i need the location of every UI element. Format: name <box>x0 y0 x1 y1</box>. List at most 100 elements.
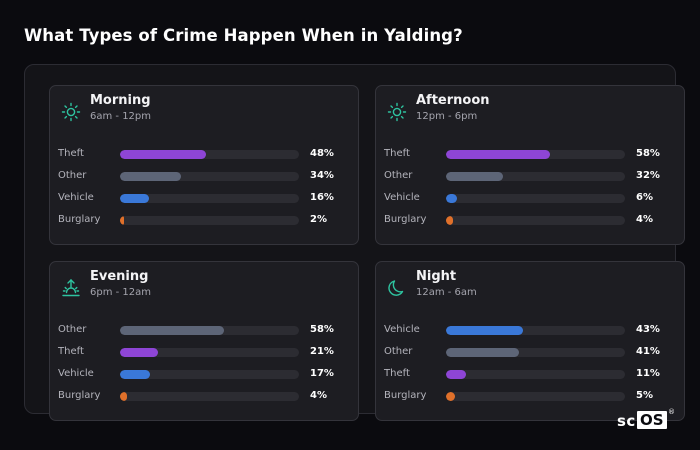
bar-fill-burglary <box>120 392 127 401</box>
bar-track <box>446 194 625 203</box>
bar-label: Burglary <box>58 214 101 225</box>
bar-row-burglary: Burglary 4% <box>384 213 680 227</box>
bar-value: 17% <box>310 368 334 379</box>
bar-value: 58% <box>310 324 334 335</box>
bar-row-other: Other 32% <box>384 169 680 183</box>
bar-fill-other <box>446 172 503 181</box>
sun-icon <box>61 101 81 123</box>
card-afternoon: Afternoon 12pm - 6pm Theft 58% Other 32% Veh… <box>375 85 685 245</box>
logo-registered-mark: ® <box>668 408 675 416</box>
card-time-range: 6am - 12pm <box>90 111 152 122</box>
bar-value: 11% <box>636 368 660 379</box>
bar-value: 32% <box>636 170 660 181</box>
bar-track <box>120 370 299 379</box>
bar-label: Theft <box>384 368 410 379</box>
bar-value: 21% <box>310 346 334 357</box>
bar-row-theft: Theft 58% <box>384 147 680 161</box>
logo-text-os: OS <box>637 411 667 429</box>
card-night: Night 12am - 6am Vehicle 43% Other 41% Theft… <box>375 261 685 421</box>
bar-row-theft: Theft 48% <box>58 147 354 161</box>
bar-fill-other <box>120 326 224 335</box>
card-time-range: 12am - 6am <box>416 287 477 298</box>
bar-row-other: Other 41% <box>384 345 680 359</box>
bar-track <box>120 194 299 203</box>
bar-fill-burglary <box>446 392 455 401</box>
bar-row-burglary: Burglary 2% <box>58 213 354 227</box>
bar-value: 6% <box>636 192 653 203</box>
card-time-range: 12pm - 6pm <box>416 111 478 122</box>
bar-label: Theft <box>58 148 84 159</box>
bar-label: Theft <box>58 346 84 357</box>
bar-value: 16% <box>310 192 334 203</box>
bar-label: Vehicle <box>58 368 94 379</box>
bar-row-other: Other 58% <box>58 323 354 337</box>
bar-value: 48% <box>310 148 334 159</box>
bar-fill-burglary <box>446 216 453 225</box>
bar-fill-burglary <box>120 216 124 225</box>
sunset-icon <box>61 277 81 299</box>
bar-track <box>446 172 625 181</box>
bar-label: Theft <box>384 148 410 159</box>
moon-icon <box>387 277 407 299</box>
bar-row-vehicle: Vehicle 6% <box>384 191 680 205</box>
bar-track <box>446 348 625 357</box>
bar-fill-theft <box>120 150 206 159</box>
bar-label: Other <box>58 324 87 335</box>
bar-row-vehicle: Vehicle 17% <box>58 367 354 381</box>
card-time-range: 6pm - 12am <box>90 287 152 298</box>
bar-label: Burglary <box>384 214 427 225</box>
bar-track <box>120 392 299 401</box>
bar-value: 2% <box>310 214 327 225</box>
bar-fill-vehicle <box>120 194 149 203</box>
bar-label: Vehicle <box>58 192 94 203</box>
bar-value: 43% <box>636 324 660 335</box>
bar-row-theft: Theft 21% <box>58 345 354 359</box>
bar-value: 4% <box>310 390 327 401</box>
logo-text-sc: sc <box>617 412 636 430</box>
bar-label: Vehicle <box>384 324 420 335</box>
bar-label: Other <box>384 346 413 357</box>
bar-track <box>446 216 625 225</box>
card-morning: Morning 6am - 12pm Theft 48% Other 34% Vehic… <box>49 85 359 245</box>
page-title: What Types of Crime Happen When in Yaldi… <box>24 26 463 45</box>
bar-fill-vehicle <box>446 326 523 335</box>
bar-track <box>120 172 299 181</box>
card-title: Night <box>416 269 457 284</box>
bar-row-theft: Theft 11% <box>384 367 680 381</box>
bar-row-burglary: Burglary 5% <box>384 389 680 403</box>
bar-value: 4% <box>636 214 653 225</box>
bar-row-vehicle: Vehicle 16% <box>58 191 354 205</box>
bar-fill-theft <box>446 150 550 159</box>
bar-track <box>120 326 299 335</box>
bar-value: 58% <box>636 148 660 159</box>
bar-fill-vehicle <box>120 370 150 379</box>
card-title: Morning <box>90 93 151 108</box>
card-title: Evening <box>90 269 149 284</box>
sun-icon <box>387 101 407 123</box>
bar-fill-theft <box>446 370 466 379</box>
bar-label: Other <box>384 170 413 181</box>
bar-value: 41% <box>636 346 660 357</box>
bar-track <box>446 392 625 401</box>
bar-track <box>446 150 625 159</box>
scos-logo: sc OS ® <box>617 408 677 430</box>
bar-value: 34% <box>310 170 334 181</box>
card-evening: Evening 6pm - 12am Other 58% Theft 21% Vehic… <box>49 261 359 421</box>
bar-value: 5% <box>636 390 653 401</box>
bar-fill-theft <box>120 348 158 357</box>
bar-row-other: Other 34% <box>58 169 354 183</box>
bar-label: Vehicle <box>384 192 420 203</box>
bar-track <box>120 150 299 159</box>
bar-label: Burglary <box>58 390 101 401</box>
bar-fill-other <box>120 172 181 181</box>
bar-fill-other <box>446 348 519 357</box>
bar-row-vehicle: Vehicle 43% <box>384 323 680 337</box>
bar-track <box>120 216 299 225</box>
bar-track <box>446 370 625 379</box>
bar-label: Other <box>58 170 87 181</box>
bar-fill-vehicle <box>446 194 457 203</box>
bar-track <box>446 326 625 335</box>
bar-track <box>120 348 299 357</box>
bar-row-burglary: Burglary 4% <box>58 389 354 403</box>
card-title: Afternoon <box>416 93 490 108</box>
